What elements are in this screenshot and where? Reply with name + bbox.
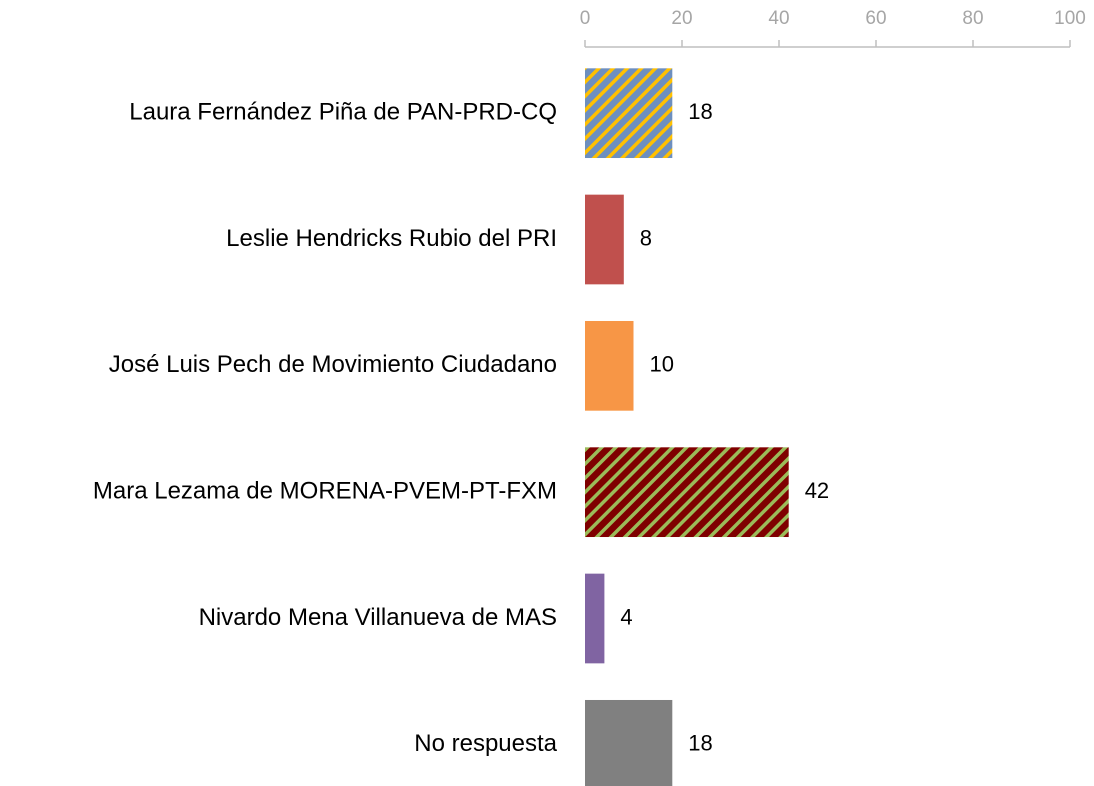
data-label: 4 bbox=[620, 604, 632, 629]
bar bbox=[585, 699, 673, 786]
x-tick-label: 0 bbox=[580, 8, 591, 29]
category-label: Mara Lezama de MORENA-PVEM-PT-FXM bbox=[93, 478, 557, 505]
bar bbox=[585, 68, 673, 159]
bar bbox=[585, 447, 789, 538]
data-label: 18 bbox=[688, 731, 712, 756]
x-tick-label: 80 bbox=[962, 8, 983, 29]
data-label: 8 bbox=[640, 225, 652, 250]
x-tick-label: 60 bbox=[865, 8, 886, 29]
data-label: 42 bbox=[805, 478, 829, 503]
data-label: 10 bbox=[650, 352, 674, 377]
x-tick-label: 100 bbox=[1054, 8, 1086, 29]
bar bbox=[585, 194, 624, 285]
category-label: Nivardo Mena Villanueva de MAS bbox=[199, 604, 557, 631]
x-tick-label: 20 bbox=[671, 8, 692, 29]
bar bbox=[585, 573, 605, 664]
x-tick-label: 40 bbox=[768, 8, 789, 29]
bar bbox=[585, 320, 634, 411]
data-label: 18 bbox=[688, 99, 712, 124]
category-label: José Luis Pech de Movimiento Ciudadano bbox=[109, 351, 557, 378]
category-label: Laura Fernández Piña de PAN-PRD-CQ bbox=[129, 99, 557, 126]
category-label: No respuesta bbox=[414, 730, 557, 757]
category-label: Leslie Hendricks Rubio del PRI bbox=[226, 225, 557, 252]
